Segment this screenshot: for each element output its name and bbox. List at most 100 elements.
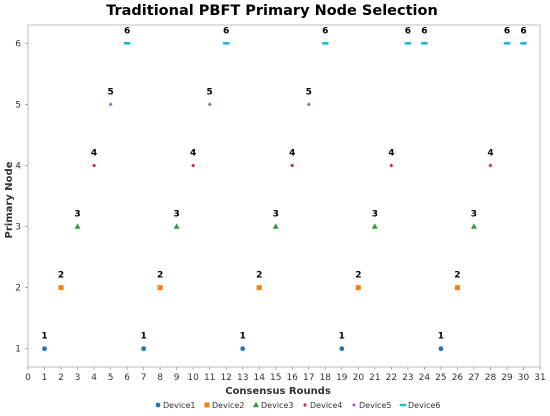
x-tick-label: 28 [485, 373, 497, 383]
x-tick-label: 18 [320, 373, 332, 383]
data-label: 2 [256, 271, 262, 281]
data-label: 5 [107, 87, 113, 97]
x-tick-label: 7 [141, 373, 147, 383]
data-point [108, 102, 113, 107]
data-label: 3 [74, 210, 80, 220]
x-tick-label: 19 [336, 373, 348, 383]
data-label: 3 [471, 210, 477, 220]
x-tick-label: 11 [204, 373, 215, 383]
data-point [141, 346, 147, 352]
x-tick-label: 29 [501, 373, 513, 383]
data-label: 1 [140, 332, 146, 342]
plot-area: 0 1 2 3 4 5 6 7 8 9 10 11 12 13 14 15 16 17 18 19 20 21 22 23 24… [15, 24, 546, 383]
data-point [58, 285, 64, 291]
x-tick-label: 13 [237, 373, 248, 383]
legend-item-label: Device5 [359, 401, 391, 410]
x-tick-label: 17 [303, 373, 314, 383]
x-tick-label: 24 [419, 373, 431, 383]
data-label: 2 [454, 271, 460, 281]
data-label: 4 [190, 148, 196, 158]
y-tick-label: 3 [15, 223, 21, 233]
legend-marker [399, 403, 407, 407]
data-label: 5 [306, 87, 312, 97]
y-tick-label: 5 [15, 100, 21, 110]
data-label: 2 [355, 271, 361, 281]
data-point [74, 223, 81, 229]
x-tick-label: 9 [174, 373, 180, 383]
legend: Device1 Device2 Device3 Device4 Device5 Devic… [155, 401, 440, 410]
y-tick-label: 1 [15, 345, 21, 355]
legend-marker [253, 401, 259, 408]
x-tick-label: 0 [25, 373, 31, 383]
data-label: 4 [388, 148, 394, 158]
chart-title: Traditional PBFT Primary Node Selection [106, 3, 438, 19]
data-label: 4 [487, 148, 493, 158]
x-tick-label: 25 [435, 373, 446, 383]
data-point [355, 285, 361, 291]
data-label: 3 [174, 210, 180, 220]
data-label: 4 [289, 148, 295, 158]
x-tick-label: 16 [287, 373, 299, 383]
legend-item-label: Device4 [310, 401, 342, 410]
y-tick-label: 4 [15, 161, 21, 171]
data-label: 1 [339, 332, 345, 342]
x-tick-label: 5 [108, 373, 114, 383]
x-axis-label: Consensus Rounds [225, 386, 331, 397]
plot-frame [27, 24, 541, 368]
y-tick-label: 2 [15, 284, 21, 294]
data-point [173, 223, 180, 229]
data-point [503, 42, 511, 45]
x-tick-label: 27 [468, 373, 479, 383]
data-label: 3 [372, 210, 378, 220]
data-point [290, 163, 295, 168]
data-point [207, 102, 212, 107]
x-tick-label: 3 [75, 373, 81, 383]
data-label: 6 [421, 26, 427, 36]
data-label: 6 [322, 26, 328, 36]
legend-item-label: Device1 [163, 401, 195, 410]
data-point [92, 163, 97, 168]
legend-marker [352, 403, 356, 407]
legend-marker [155, 402, 161, 408]
x-tick-label: 8 [157, 373, 163, 383]
data-point [404, 42, 412, 45]
data-label: 4 [91, 148, 97, 158]
data-label: 6 [504, 26, 510, 36]
data-label: 6 [223, 26, 229, 36]
data-label: 6 [124, 26, 130, 36]
x-tick-label: 22 [386, 373, 397, 383]
data-point [438, 346, 444, 352]
data-point [306, 102, 311, 107]
x-tick-label: 1 [42, 373, 48, 383]
data-point [256, 285, 262, 291]
x-tick-label: 4 [91, 373, 97, 383]
x-tick-label: 26 [452, 373, 464, 383]
data-point [123, 42, 131, 45]
legend-item-label: Device2 [212, 401, 244, 410]
legend-item-label: Device6 [408, 401, 440, 410]
x-tick-label: 14 [253, 373, 265, 383]
data-label: 1 [240, 332, 246, 342]
data-point [339, 346, 345, 352]
data-point [272, 223, 279, 229]
data-label: 5 [207, 87, 213, 97]
data-point [420, 42, 428, 45]
x-tick-label: 12 [220, 373, 231, 383]
data-point [389, 163, 394, 168]
data-point [240, 346, 246, 352]
legend-item-label: Device3 [261, 401, 293, 410]
legend-marker [204, 402, 210, 408]
y-axis-label: Primary Node [4, 161, 15, 238]
data-point [321, 42, 329, 45]
data-point [519, 42, 527, 45]
x-tick-label: 15 [270, 373, 281, 383]
data-label: 2 [157, 271, 163, 281]
data-label: 2 [58, 271, 64, 281]
y-tick-label: 6 [15, 39, 21, 49]
data-point [454, 285, 460, 291]
data-label: 1 [438, 332, 444, 342]
x-tick-label: 20 [353, 373, 365, 383]
x-tick-label: 10 [187, 373, 199, 383]
data-point [157, 285, 163, 291]
